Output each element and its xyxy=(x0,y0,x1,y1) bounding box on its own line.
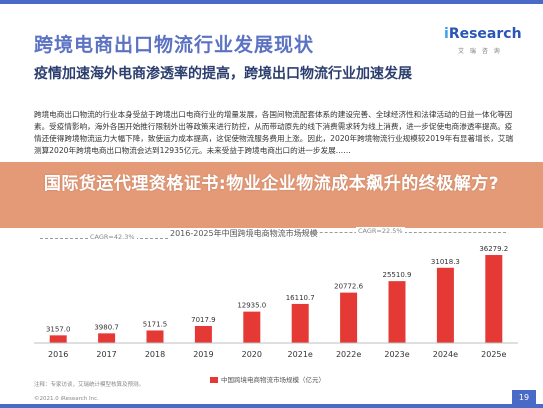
x-labels-group: 2016 2017 2018 2019 2020 2021e 2022e 2023e 2024e… xyxy=(48,350,506,359)
value-label-2023e: 25510.9 xyxy=(383,271,412,279)
section-subtitle: 疫情加速海外电商渗透率的提高，跨境出口物流行业加速发展 xyxy=(34,66,412,82)
bar-2023e xyxy=(388,281,406,343)
x-tick-2021e: 2021e xyxy=(288,350,313,359)
x-tick-2020: 2020 xyxy=(242,350,262,359)
value-label-2021e: 16110.7 xyxy=(286,294,315,302)
value-label-2018: 5171.5 xyxy=(143,320,168,328)
x-tick-2018: 2018 xyxy=(145,350,165,359)
value-label-2022e: 20772.6 xyxy=(334,283,363,291)
logo-subtitle: 艾 瑞 咨 询 xyxy=(458,48,502,55)
x-tick-2024e: 2024e xyxy=(433,350,458,359)
bar-2021e xyxy=(291,303,309,343)
legend-label: 中国跨境电商物流市场规模（亿元） xyxy=(221,376,325,384)
value-label-2025e: 36279.2 xyxy=(479,245,508,253)
bar-2020 xyxy=(243,311,261,343)
value-label-2019: 7017.9 xyxy=(191,316,216,324)
source-note: 注释：专家访谈，艾瑞统计模型核算及预测。 xyxy=(34,382,145,388)
iresearch-logo: iResearch xyxy=(444,26,522,42)
value-label-2024e: 31018.3 xyxy=(431,258,460,266)
overlay-banner xyxy=(0,162,543,228)
x-tick-2017: 2017 xyxy=(96,350,116,359)
bar-2017 xyxy=(98,333,116,343)
value-labels-group: 3157.0 3980.7 5171.5 7017.9 12935.0 16110.7 20… xyxy=(46,245,508,333)
bar-2019 xyxy=(194,325,212,343)
bars-group xyxy=(49,255,503,343)
legend-swatch xyxy=(210,377,218,383)
bar-2024e xyxy=(436,267,454,343)
bottom-accent-line xyxy=(0,404,543,408)
x-tick-2025e: 2025e xyxy=(481,350,506,359)
banner-headline[interactable]: 国际货运代理资格证书:物业企业物流成本飙升的终极解方? xyxy=(43,174,500,194)
logo-text: Research xyxy=(448,26,522,42)
bar-2016 xyxy=(49,335,67,343)
x-tick-2023e: 2023e xyxy=(384,350,409,359)
x-tick-2022e: 2022e xyxy=(336,350,361,359)
bar-2022e xyxy=(340,292,358,343)
bar-2025e xyxy=(485,255,503,343)
cagr-left-label: CAGR=42.3% xyxy=(88,233,137,241)
top-accent-line xyxy=(0,0,543,4)
value-label-2016: 3157.0 xyxy=(46,325,71,333)
bar-2018 xyxy=(146,330,164,343)
chart-title: 2016-2025年中国跨境电商物流市场规模 xyxy=(170,229,318,238)
chart-legend: 中国跨境电商物流市场规模（亿元） xyxy=(210,374,325,384)
x-tick-2016: 2016 xyxy=(48,350,68,359)
value-label-2017: 3980.7 xyxy=(94,323,119,331)
page-number: 19 xyxy=(512,390,536,406)
value-label-2020: 12935.0 xyxy=(237,302,266,310)
cagr-right-label: CAGR=22.5% xyxy=(356,227,405,235)
body-paragraph: 跨境电商出口物流的行业本身受益于跨境出口电商行业的增量发展，各国间物流配套体系的… xyxy=(34,110,514,155)
copyright: ©2021.0 iResearch Inc. xyxy=(34,396,99,402)
logo-i: i xyxy=(444,26,449,42)
page-title: 跨境电商出口物流行业发展现状 xyxy=(34,34,315,56)
x-tick-2019: 2019 xyxy=(193,350,213,359)
